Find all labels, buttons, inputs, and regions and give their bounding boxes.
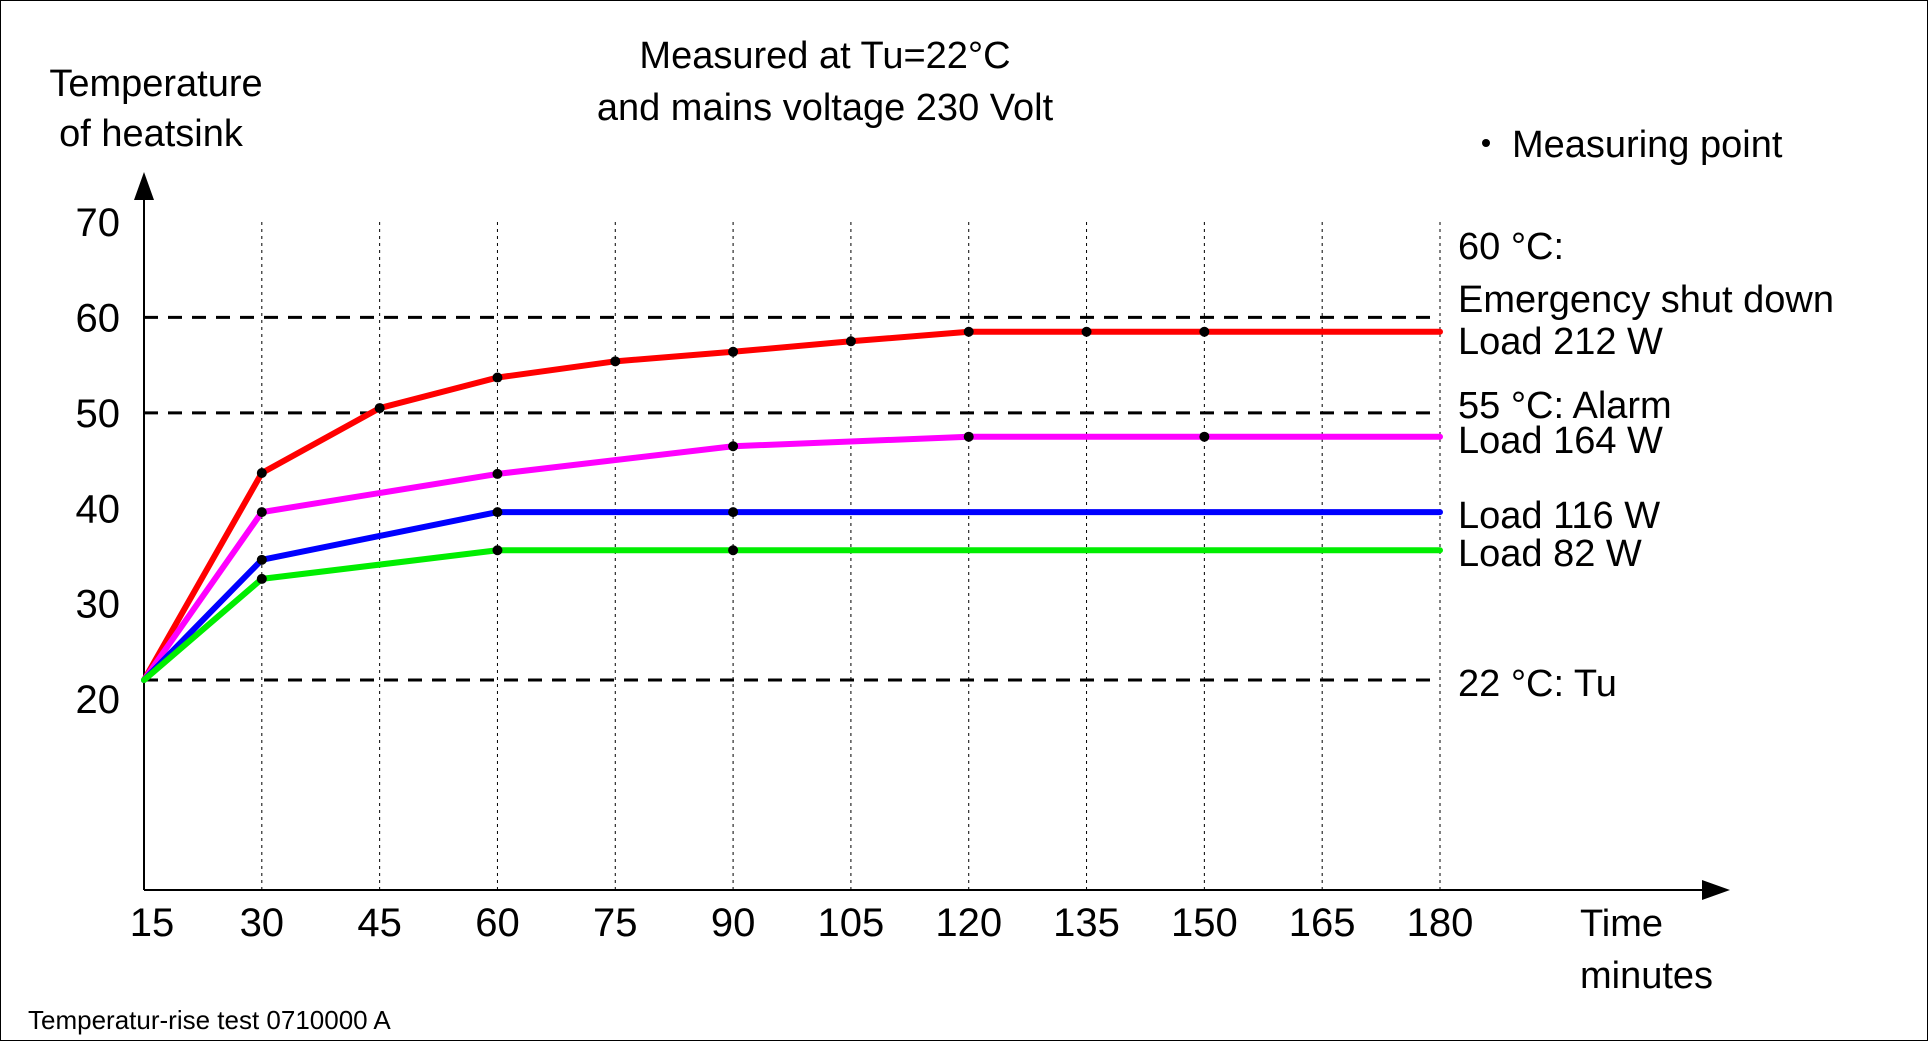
measuring-point-load-164-w-30	[256, 507, 267, 518]
y-axis-arrow	[134, 172, 154, 200]
x-tick-label-180: 180	[1407, 901, 1474, 945]
measuring-point-load-116-w-90	[728, 507, 739, 518]
x-tick-label-150: 150	[1171, 901, 1238, 945]
measuring-point-load-116-w-30	[256, 554, 267, 565]
series-label-load-164-w: Load 164 W	[1458, 420, 1663, 462]
measuring-point-load-212-w-135	[1081, 326, 1092, 337]
y-axis-label: Temperature of heatsink	[49, 63, 262, 155]
reference-label-50-line-1: 55 °C: Alarm	[1458, 385, 1672, 427]
series-line-load-116-w	[141, 509, 1443, 684]
series-line-load-164-w	[141, 433, 1443, 684]
ylabel-line-1: Temperature	[49, 63, 262, 105]
y-tick-label-40: 40	[76, 487, 121, 531]
measuring-point-load-212-w-90	[728, 346, 739, 357]
measuring-point-load-212-w-105	[845, 336, 856, 347]
x-tick-label-105: 105	[818, 901, 885, 945]
series-line-load-212-w	[141, 328, 1443, 684]
measuring-point-load-212-w-75	[610, 356, 621, 367]
x-tick-label-165: 165	[1289, 901, 1356, 945]
title-line-2: and mains voltage 230 Volt	[597, 87, 1054, 129]
x-tick-label-15: 15	[130, 901, 175, 945]
y-tick-label-50: 50	[76, 392, 121, 436]
y-tick-label-20: 20	[76, 678, 121, 722]
x-tick-label-45: 45	[357, 901, 402, 945]
x-tick-label-120: 120	[935, 901, 1002, 945]
measuring-point-load-82-w-30	[256, 573, 267, 584]
measuring-points-layer	[256, 326, 1210, 584]
x-tick-label-135: 135	[1053, 901, 1120, 945]
chart-title: Measured at Tu=22°C and mains voltage 23…	[597, 35, 1054, 129]
measuring-point-label: Measuring point	[1512, 124, 1783, 166]
series-label-load-212-w: Load 212 W	[1458, 321, 1663, 363]
measuring-point-load-212-w-150	[1199, 326, 1210, 337]
measuring-point-load-212-w-60	[492, 372, 503, 383]
tick-labels-layer: 20 30 40 50 60 70 15 30 45 60 75 90 105 120 135 150 165 1…	[76, 201, 1474, 945]
measuring-point-load-212-w-45	[374, 403, 385, 414]
series-label-load-116-w: Load 116 W	[1458, 495, 1660, 537]
series-line-load-82-w	[141, 547, 1443, 684]
x-tick-label-75: 75	[593, 901, 638, 945]
y-tick-label-70: 70	[76, 201, 121, 245]
x-tick-label-30: 30	[240, 901, 285, 945]
xlabel-line-2: minutes	[1580, 955, 1713, 997]
title-line-1: Measured at Tu=22°C	[639, 35, 1010, 77]
x-axis-arrow	[1702, 880, 1730, 900]
measuring-point-load-82-w-90	[728, 545, 739, 556]
measuring-point-load-164-w-90	[728, 441, 739, 452]
series-label-load-82-w: Load 82 W	[1458, 533, 1642, 575]
y-tick-label-60: 60	[76, 296, 121, 340]
y-tick-label-30: 30	[76, 583, 121, 627]
reference-lines-layer: 60 °C: Emergency shut down 55 °C: Alarm 22 …	[144, 226, 1834, 705]
measuring-point-load-164-w-120	[963, 431, 974, 442]
footer-caption: Temperatur-rise test 0710000 A	[28, 1005, 391, 1035]
ylabel-line-2: of heatsink	[59, 113, 244, 155]
xlabel-line-1: Time	[1580, 903, 1663, 945]
measuring-point-marker	[1482, 139, 1490, 147]
axes-layer	[134, 172, 1730, 900]
measuring-point-load-164-w-150	[1199, 431, 1210, 442]
x-tick-label-60: 60	[475, 901, 520, 945]
reference-label-22-line-1: 22 °C: Tu	[1458, 663, 1617, 705]
series-layer	[141, 328, 1443, 684]
measuring-point-load-212-w-120	[963, 326, 974, 337]
x-axis-label: Time minutes	[1580, 903, 1713, 997]
measuring-point-load-212-w-30	[256, 467, 267, 478]
x-tick-label-90: 90	[711, 901, 756, 945]
reference-label-60-line-1: 60 °C:	[1458, 226, 1564, 268]
reference-label-60-line-2: Emergency shut down	[1458, 279, 1834, 321]
measuring-point-load-116-w-60	[492, 507, 503, 518]
measuring-point-load-82-w-60	[492, 545, 503, 556]
measuring-point-load-164-w-60	[492, 468, 503, 479]
measuring-point-legend: Measuring point	[1482, 124, 1783, 166]
